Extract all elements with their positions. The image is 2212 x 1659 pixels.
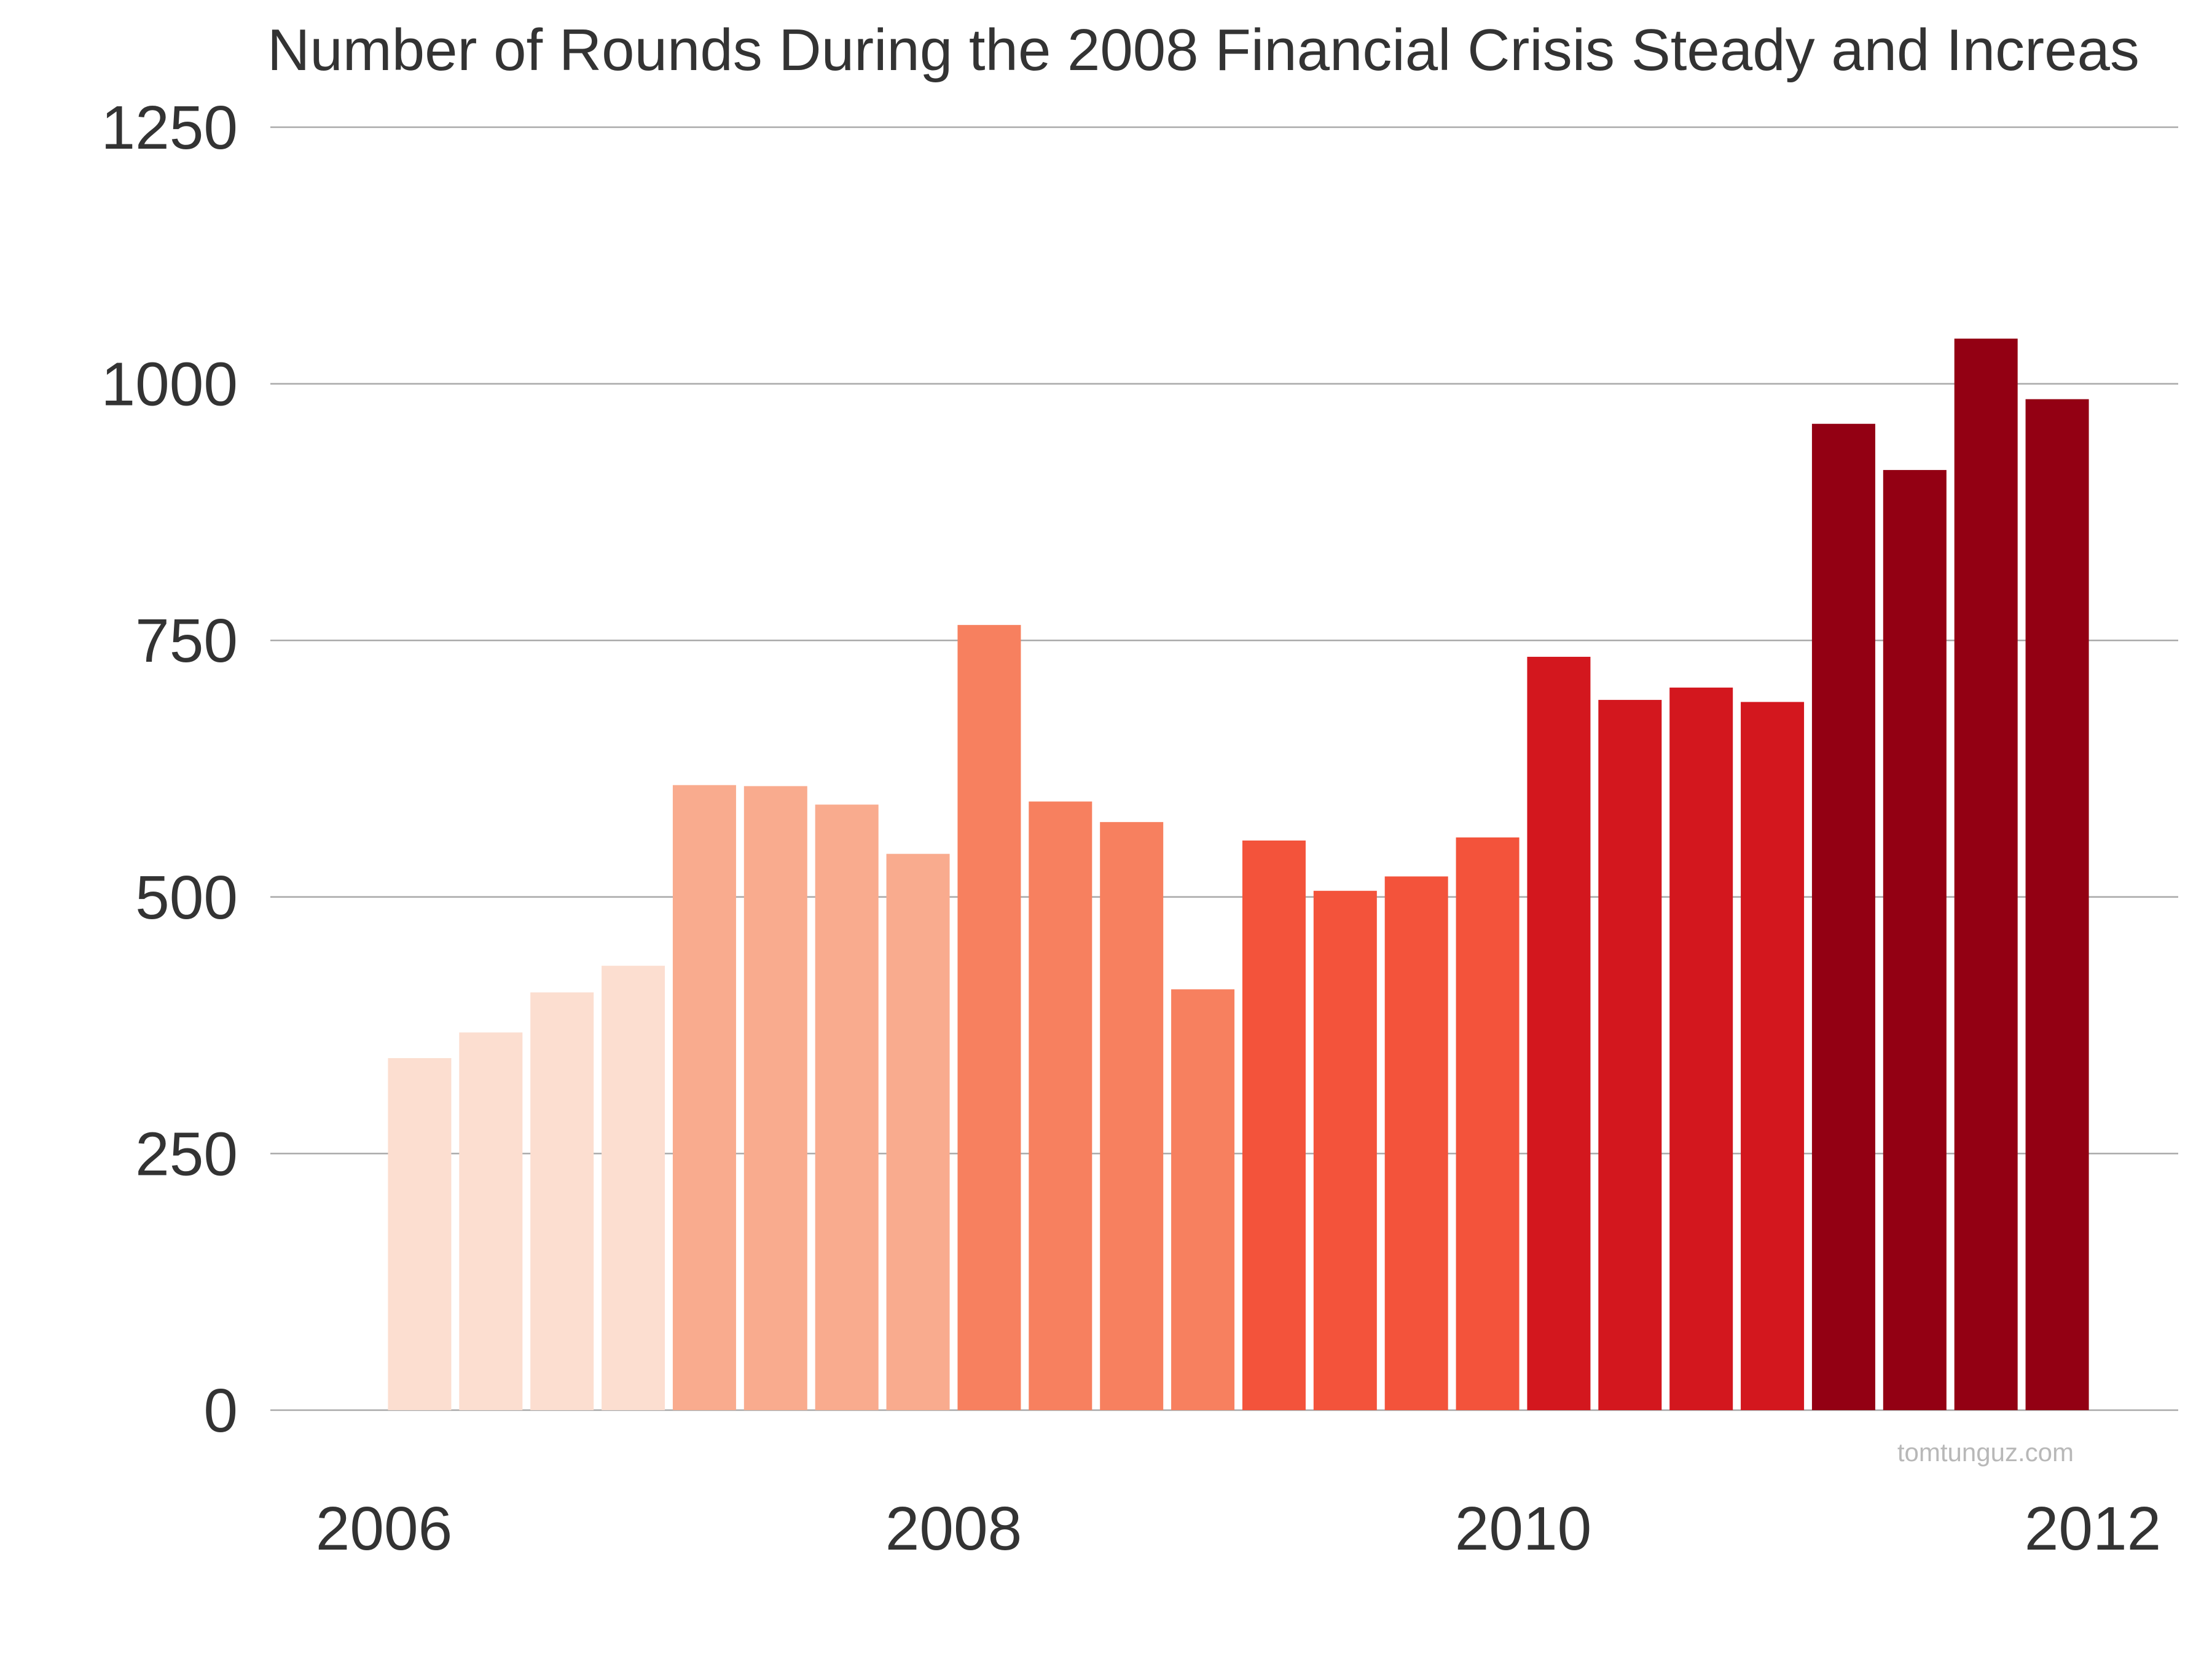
bar <box>1598 700 1662 1410</box>
bar <box>530 992 594 1410</box>
bars <box>388 339 2089 1410</box>
bar <box>1669 688 1733 1410</box>
bar <box>1883 469 1947 1410</box>
y-axis-tick-labels: 0 250 500 750 1000 1250 <box>101 93 238 1445</box>
source-credit: tomtunguz.com <box>1897 1438 2074 1467</box>
bar <box>743 786 807 1410</box>
bar <box>1811 423 1875 1410</box>
bar <box>1313 890 1377 1410</box>
y-tick-label: 750 <box>135 606 238 675</box>
chart-title: Number of Rounds During the 2008 Financi… <box>267 17 2139 83</box>
bar <box>1171 989 1235 1410</box>
y-tick-label: 500 <box>135 863 238 932</box>
x-tick-label: 2008 <box>885 1494 1022 1563</box>
y-tick-label: 0 <box>203 1376 238 1445</box>
bar <box>388 1058 452 1410</box>
bar <box>1100 822 1164 1410</box>
bar <box>886 853 950 1410</box>
x-axis-tick-labels: 2006 2008 2010 2012 <box>316 1494 2161 1563</box>
bar <box>1741 702 1805 1410</box>
bar <box>1384 876 1448 1410</box>
bar <box>2025 399 2089 1410</box>
y-tick-label: 1000 <box>101 350 238 419</box>
bar <box>1456 837 1520 1410</box>
bar <box>815 804 879 1410</box>
x-tick-label: 2006 <box>316 1494 452 1563</box>
bar <box>672 785 736 1410</box>
y-tick-label: 250 <box>135 1120 238 1188</box>
y-tick-label: 1250 <box>101 93 238 162</box>
x-tick-label: 2012 <box>2025 1494 2161 1563</box>
bar <box>957 625 1021 1410</box>
bar <box>1242 840 1306 1410</box>
bar <box>1527 656 1591 1410</box>
bar <box>602 965 665 1410</box>
x-tick-label: 2010 <box>1455 1494 1591 1563</box>
bar <box>1954 339 2018 1410</box>
bar <box>459 1032 523 1410</box>
bar <box>1029 801 1092 1410</box>
